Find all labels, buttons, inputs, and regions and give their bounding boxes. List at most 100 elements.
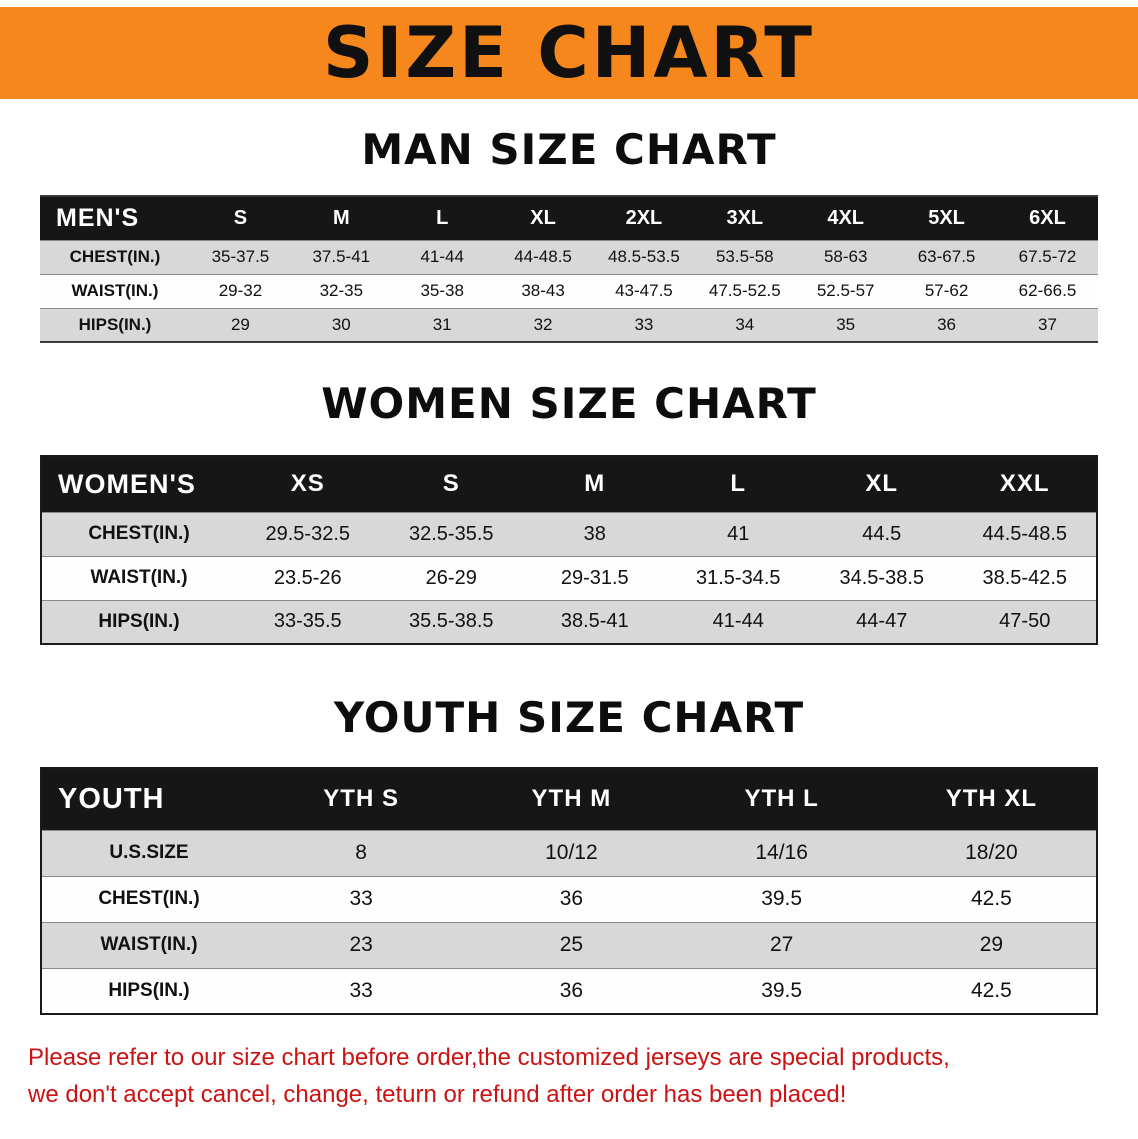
size-cell: 58-63 [823,247,868,266]
size-cell: 27 [769,933,794,956]
table-row: WAIST(IN.) 23 25 27 29 [41,922,1097,968]
column-header: S [442,470,460,498]
size-cell: 36 [559,887,584,910]
size-cell: 42.5 [970,978,1012,1002]
column-header: XXL [999,470,1050,498]
notice-line-2: we don't accept cancel, change, teturn o… [28,1081,847,1109]
size-cell: 33-35.5 [273,610,342,633]
column-header: L [436,206,449,229]
size-cell: 33 [349,978,373,1002]
size-cell: 42.5 [970,887,1012,910]
size-cell: 35 [836,314,856,334]
section-man-size-chart: MAN SIZE CHART MEN'S S M L XL 2XL 3XL 4XL 5XL 6XL… [0,129,1138,343]
size-chart-banner: SIZE CHART [0,7,1138,99]
column-header: XL [530,206,556,229]
size-cell: 53.5-58 [715,247,774,266]
column-header: 5XL [928,206,965,229]
corner-label: WOMEN'S [58,468,196,499]
size-cell: 14/16 [755,841,808,864]
size-cell: 29-31.5 [560,566,629,589]
size-cell: 34.5-38.5 [839,566,924,589]
size-table: WOMEN'S XS S M L XL XXL CHEST(IN.) 29.5-32.5 32.5… [40,455,1098,645]
column-header: 2XL [625,206,663,229]
column-header: 4XL [827,206,865,229]
size-cell: 36 [559,978,584,1002]
row-label: U.S.SIZE [109,842,189,863]
size-cell: 57-62 [924,281,969,300]
size-cell: 34 [735,314,755,334]
size-cell: 63-67.5 [917,247,976,266]
size-cell: 32.5-35.5 [408,522,494,545]
table-header-row: WOMEN'S XS S M L XL XXL [41,456,1097,512]
corner-label: YOUTH [58,782,165,815]
size-cell: 44-47 [856,610,908,633]
table-row: CHEST(IN.) 33 36 39.5 42.5 [41,876,1097,922]
size-cell: 62-66.5 [1018,281,1077,300]
size-cell: 29 [230,314,250,334]
size-cell: 30 [331,314,351,334]
row-label: CHEST(IN.) [98,888,200,909]
size-cell: 37.5-41 [312,247,371,266]
table-row: WAIST(IN.) 29-32 32-35 35-38 38-43 43-47.5 47.… [40,274,1098,308]
banner-title: SIZE CHART [322,12,816,94]
section-women-size-chart: WOMEN SIZE CHART WOMEN'S XS S M L XL XXL CHEST(… [0,383,1138,645]
size-cell: 35-37.5 [211,247,270,266]
size-table: MEN'S S M L XL 2XL 3XL 4XL 5XL 6XL CHEST(IN.) 35-37… [40,195,1098,343]
section-youth-size-chart: YOUTH SIZE CHART YOUTH YTH S YTH M YTH L YTH… [0,697,1138,1015]
size-cell: 41-44 [420,247,464,266]
row-label: CHEST(IN.) [88,523,190,544]
column-header: YTH L [744,785,819,813]
size-cell: 35.5-38.5 [408,610,494,633]
man-size-table-host: MEN'S S M L XL 2XL 3XL 4XL 5XL 6XL CHEST(IN.) 35-37… [0,195,1138,343]
size-cell: 41 [727,522,750,545]
size-cell: 29-32 [218,281,263,300]
table-row: WAIST(IN.) 23.5-26 26-29 29-31.5 31.5-34.5 34… [41,556,1097,600]
column-header: 6XL [1029,206,1066,229]
size-cell: 38.5-42.5 [982,566,1067,589]
size-cell: 44-48.5 [514,247,572,266]
size-cell: 25 [559,933,584,956]
table-row: HIPS(IN.) 33-35.5 35.5-38.5 38.5-41 41-44 44-… [41,600,1097,644]
size-cell: 36 [937,314,957,334]
size-cell: 47.5-52.5 [708,281,781,300]
column-header: YTH S [323,785,399,813]
table-row: HIPS(IN.) 29 30 31 32 33 34 35 36 37 [40,308,1098,342]
size-cell: 44.5 [862,522,902,545]
size-cell: 31.5-34.5 [695,566,781,589]
youth-chart-title: YOUTH SIZE CHART [333,693,805,742]
women-size-table-host: WOMEN'S XS S M L XL XXL CHEST(IN.) 29.5-32.5 32.5… [0,455,1138,645]
size-cell: 43-47.5 [615,281,673,300]
size-cell: 18/20 [965,841,1018,864]
size-cell: 38 [583,522,606,545]
column-header: XS [290,470,325,498]
row-label: HIPS(IN.) [98,610,180,632]
column-header: M [584,470,606,498]
table-header-row: MEN'S S M L XL 2XL 3XL 4XL 5XL 6XL [40,196,1098,240]
table-row: HIPS(IN.) 33 36 39.5 42.5 [41,968,1097,1014]
size-cell: 31 [432,314,452,334]
size-cell: 33 [634,314,654,334]
column-header: S [233,206,248,229]
size-cell: 8 [355,841,367,864]
row-label: HIPS(IN.) [78,314,152,334]
size-cell: 39.5 [761,887,803,910]
size-cell: 67.5-72 [1018,247,1077,266]
size-cell: 29 [979,933,1004,956]
size-table: YOUTH YTH S YTH M YTH L YTH XL U.S.SIZE 8 10/12… [40,767,1098,1015]
size-cell: 37 [1038,314,1057,334]
size-cell: 32 [533,314,553,334]
column-header: M [332,206,350,229]
column-header: YTH M [531,785,612,813]
size-cell: 44.5-48.5 [982,522,1067,545]
size-cell: 41-44 [712,610,764,633]
order-notice: Please refer to our size chart before or… [28,1039,1114,1113]
row-label: WAIST(IN.) [90,567,188,588]
size-cell: 38.5-41 [560,610,629,633]
column-header: 3XL [726,206,764,229]
size-cell: 38-43 [521,281,565,300]
size-cell: 52.5-57 [816,281,875,300]
women-chart-title: WOMEN SIZE CHART [321,379,817,428]
size-cell: 23.5-26 [273,566,342,589]
row-label: HIPS(IN.) [108,979,190,1001]
size-cell: 35-38 [420,281,464,300]
